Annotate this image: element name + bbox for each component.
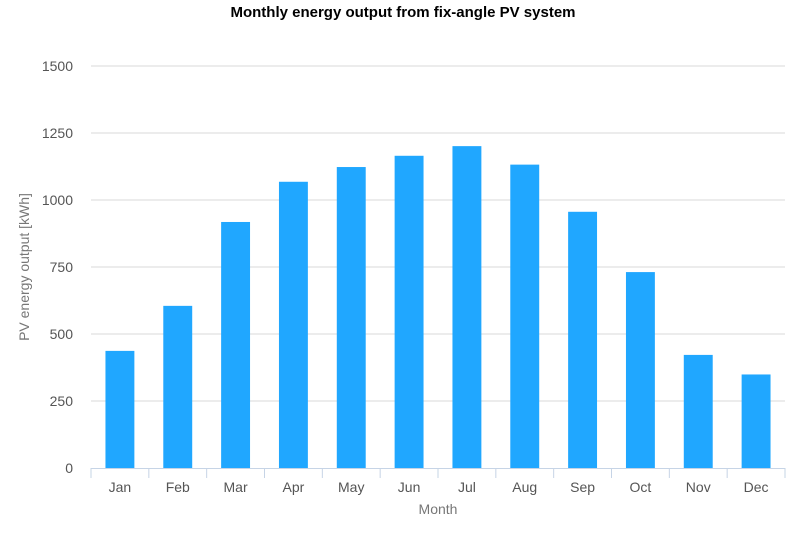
bar bbox=[278, 181, 308, 468]
x-tick-label: Jan bbox=[109, 479, 132, 495]
bar bbox=[625, 272, 655, 468]
bars bbox=[105, 146, 771, 469]
bar bbox=[336, 167, 366, 468]
y-tick-label: 1000 bbox=[42, 192, 73, 208]
y-axis-label: PV energy output [kWh] bbox=[16, 193, 32, 341]
x-tick-label: Feb bbox=[166, 479, 190, 495]
bar bbox=[452, 146, 482, 468]
x-tick-label: Jul bbox=[458, 479, 476, 495]
chart-title: Monthly energy output from fix-angle PV … bbox=[230, 4, 575, 21]
bar bbox=[683, 354, 713, 468]
bar bbox=[163, 305, 193, 468]
x-tick-label: Nov bbox=[686, 479, 711, 495]
x-tick-label: Jun bbox=[398, 479, 421, 495]
x-tick-label: Apr bbox=[283, 479, 305, 495]
y-tick-label: 250 bbox=[50, 393, 74, 409]
x-axis-label: Month bbox=[419, 501, 458, 517]
x-tick-label: Aug bbox=[512, 479, 537, 495]
bar bbox=[510, 164, 540, 468]
axes: 0 250 500 750 1000 1250 1500 Jan Feb Mar Apr May Jun… bbox=[42, 58, 786, 495]
bar bbox=[105, 350, 135, 468]
y-tick-label: 750 bbox=[50, 259, 74, 275]
y-tick-label: 1500 bbox=[42, 58, 73, 74]
x-tick-label: Mar bbox=[224, 479, 248, 495]
y-tick-label: 1250 bbox=[42, 125, 73, 141]
gridlines bbox=[91, 65, 785, 402]
bar bbox=[568, 211, 598, 469]
x-tick-label: May bbox=[338, 479, 364, 495]
y-tick-label: 0 bbox=[65, 460, 73, 476]
y-tick-label: 500 bbox=[50, 326, 74, 342]
x-tick-label: Dec bbox=[744, 479, 769, 495]
x-tick-label: Oct bbox=[630, 479, 652, 495]
bar bbox=[741, 374, 771, 468]
bar bbox=[394, 155, 424, 468]
bar bbox=[221, 221, 251, 468]
x-tick-label: Sep bbox=[570, 479, 595, 495]
